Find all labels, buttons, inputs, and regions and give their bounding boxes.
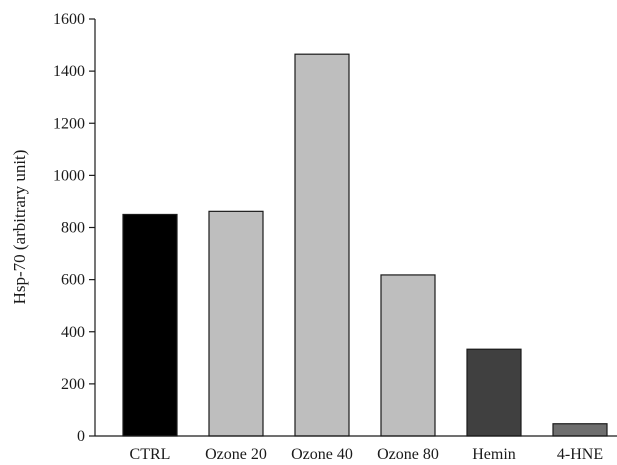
y-tick-label: 1600 [53,11,85,28]
x-tick-label: CTRL [130,446,171,463]
x-tick-label: Hemin [472,446,516,463]
x-tick-label: Ozone 20 [205,446,267,463]
bar-ctrl [122,213,178,437]
y-tick-label: 200 [61,376,85,393]
y-tick-label: 600 [61,272,85,289]
y-tick-label: 1200 [53,115,85,132]
y-tick-label: 1400 [53,63,85,80]
bar-ozone-80 [380,274,436,437]
y-tick-label: 800 [61,220,85,237]
y-axis-label: Hsp-70 (arbitrary unit) [10,150,29,305]
y-tick-label: 0 [77,428,85,445]
bar-ozone-20 [208,210,264,437]
x-axis: CTRL Ozone 20 Ozone 40 Ozone 80 Hemin 4-HNE [95,435,617,463]
bar-4-hne [552,423,608,437]
bar-ozone-40 [294,53,350,437]
x-tick-label: Ozone 40 [291,446,353,463]
x-tick-label: Ozone 80 [377,446,439,463]
bars [122,53,608,437]
bar-hemin [466,348,522,437]
y-axis: 0 200 400 600 800 1000 1200 1400 1600 [53,11,96,445]
y-tick-label: 1000 [53,167,85,184]
x-tick-label: 4-HNE [557,446,603,463]
y-tick-label: 400 [61,324,85,341]
